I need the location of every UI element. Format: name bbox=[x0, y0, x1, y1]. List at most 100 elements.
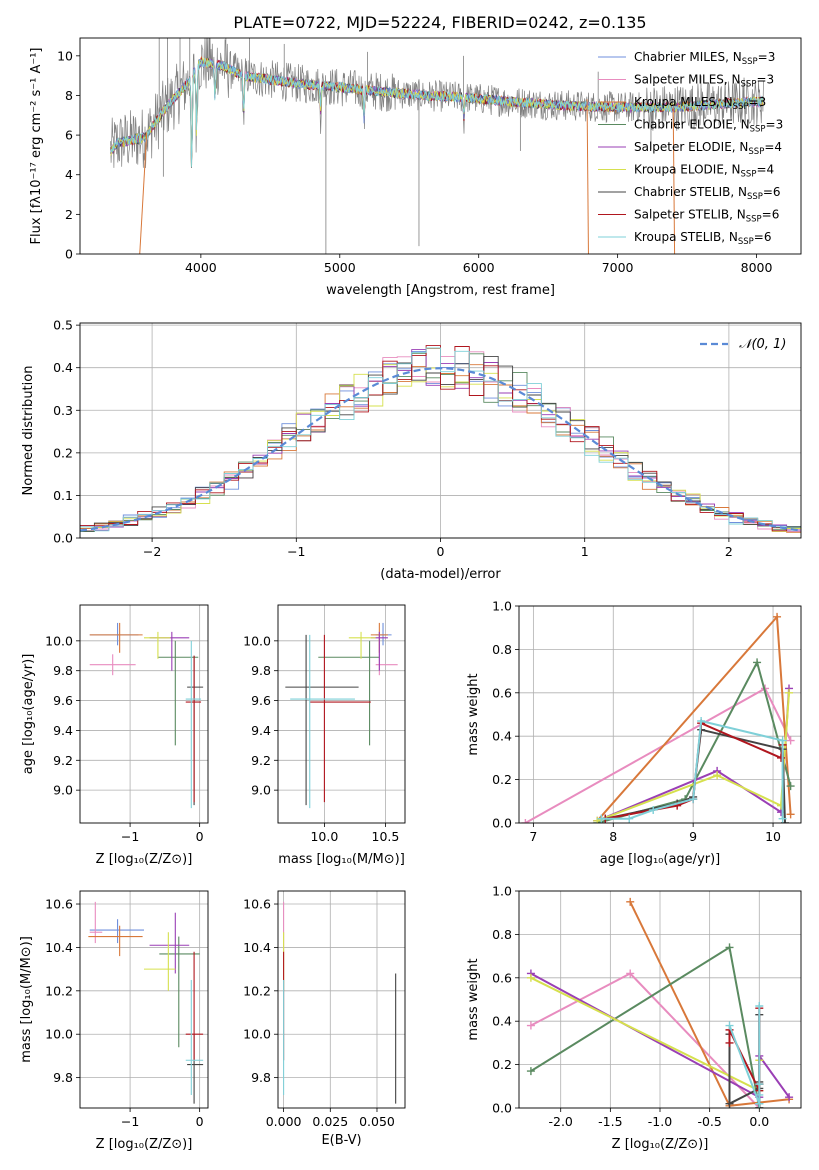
x-tick-label: 10 bbox=[765, 829, 781, 844]
y-tick-label: 0.2 bbox=[492, 1057, 512, 1072]
y-tick-label: 6 bbox=[65, 128, 73, 143]
legend-label: Chabrier STELIB, NSSP=6 bbox=[634, 185, 781, 202]
y-tick-label: 0.6 bbox=[492, 685, 512, 700]
weight-vs-age-panel: 7 8 9 10 0.0 0.2 0.4 0.6 0.8 1.0 age [log₁₀(age/yr… bbox=[466, 599, 802, 867]
y-tick-label: 0.8 bbox=[492, 642, 512, 657]
legend-tail: =3 bbox=[756, 73, 774, 87]
weight-line-chabrier-elodie bbox=[530, 945, 761, 1108]
weight-marker bbox=[753, 658, 762, 667]
weight-marker bbox=[697, 717, 706, 726]
legend-label: Salpeter MILES, NSSP=3 bbox=[634, 73, 774, 90]
y-tick-label: 9.8 bbox=[251, 1070, 271, 1085]
residuals-panel: −2 −1 0 1 2 0.0 0.1 0.2 0.3 0.4 0.5 (data-model)/er… bbox=[21, 318, 802, 582]
legend-text: Chabrier STELIB, N bbox=[634, 185, 747, 199]
weight-marker bbox=[786, 810, 795, 819]
y-tick-label: 10.4 bbox=[243, 940, 271, 955]
y-tick-label: 9.8 bbox=[251, 663, 271, 678]
grid-lines bbox=[278, 891, 405, 1108]
y-tick-label: 4 bbox=[65, 167, 73, 182]
normal-pdf-line bbox=[80, 367, 801, 532]
axes-frame bbox=[79, 604, 209, 824]
x-tick-label: −1 bbox=[287, 544, 305, 559]
weight-vs-metallicity-panel: -2.0 -1.5 -1.0 -0.5 0.0 0.0 0.2 0.4 0.6 0.8 1.0 Z [… bbox=[466, 884, 802, 1152]
x-tick-label: 5000 bbox=[324, 260, 356, 275]
weight-marker bbox=[597, 814, 606, 823]
legend-label: Kroupa ELODIE, NSSP=4 bbox=[634, 163, 774, 180]
weight-marker bbox=[725, 943, 734, 952]
x-tick-label: 6000 bbox=[463, 260, 495, 275]
axes-frame bbox=[79, 37, 802, 255]
y-tick-label: 10 bbox=[57, 48, 73, 63]
grid-lines bbox=[80, 605, 208, 823]
legend-text: Salpeter MILES, N bbox=[634, 73, 741, 87]
legend-tail: =6 bbox=[763, 185, 781, 199]
spectrum-panel: 4000 5000 6000 7000 8000 0 2 4 6 8 10 wavelength [A… bbox=[29, 37, 802, 298]
y-tick-label: 9.8 bbox=[53, 1070, 73, 1085]
x-axis-label: Z [log₁₀(Z/Z⊙)] bbox=[96, 1137, 193, 1152]
y-tick-label: 9.4 bbox=[53, 723, 73, 738]
x-tick-label: 4000 bbox=[185, 260, 217, 275]
legend-tail: =4 bbox=[764, 140, 782, 154]
legend-text: Kroupa MILES, N bbox=[634, 95, 733, 109]
plot-area bbox=[526, 897, 794, 1108]
x-tick-label: -1.5 bbox=[598, 1114, 622, 1129]
weight-line-kroupa-stelib bbox=[601, 719, 784, 820]
y-axis-label: Normed distribution bbox=[21, 366, 36, 496]
y-tick-label: 0.0 bbox=[492, 1101, 512, 1116]
y-tick-label: 1.0 bbox=[492, 599, 512, 614]
model-edge bbox=[586, 99, 589, 254]
x-tick-label: -2.0 bbox=[549, 1114, 573, 1129]
weight-marker bbox=[785, 688, 794, 697]
weight-line-salpeter-stelib bbox=[605, 721, 784, 820]
weight-marker bbox=[755, 1099, 764, 1108]
legend-subscript: SSP bbox=[733, 102, 749, 112]
weight-marker bbox=[755, 1090, 764, 1099]
weight-marker bbox=[781, 819, 790, 823]
weight-marker bbox=[777, 753, 786, 762]
weight-marker bbox=[786, 782, 795, 791]
y-tick-label: 10.4 bbox=[45, 940, 73, 955]
legend-text: Kroupa ELODIE, N bbox=[634, 163, 741, 177]
histogram-salpeter-stelib bbox=[80, 345, 801, 538]
plot-area bbox=[110, 38, 764, 254]
weight-marker bbox=[725, 1099, 734, 1108]
weight-marker bbox=[626, 897, 635, 906]
weight-marker bbox=[755, 1080, 764, 1089]
y-tick-label: 9.4 bbox=[251, 723, 271, 738]
y-tick-label: 9.2 bbox=[251, 753, 271, 768]
legend-label: Chabrier MILES, NSSP=3 bbox=[634, 50, 775, 67]
age-vs-mass-panel: 10.0 10.5 9.0 9.2 9.4 9.6 9.8 10.0 mass [log₁₀(M… bbox=[243, 604, 406, 867]
y-tick-label: 0.8 bbox=[492, 927, 512, 942]
weight-marker bbox=[521, 819, 530, 823]
legend-subscript: SSP bbox=[748, 147, 764, 157]
x-tick-label: -1.0 bbox=[648, 1114, 672, 1129]
x-tick-label: −2 bbox=[143, 544, 161, 559]
axes: 4000 5000 6000 7000 8000 0 2 4 6 8 10 wavelength [A… bbox=[29, 37, 802, 298]
plot-area bbox=[285, 622, 398, 809]
y-tick-label: 0 bbox=[65, 247, 73, 262]
y-tick-label: 10.2 bbox=[45, 983, 73, 998]
axes: −1 0 9.8 10.0 10.2 10.4 10.6 Z [log₁₀(Z/Z⊙)] mas… bbox=[19, 890, 209, 1152]
weight-line-salpeter-miles bbox=[524, 687, 792, 823]
legend-tail: =6 bbox=[762, 208, 780, 222]
x-axis-label: Z [log₁₀(Z/Z⊙)] bbox=[612, 1137, 709, 1152]
y-axis-label: mass weight bbox=[466, 958, 481, 1040]
y-tick-label: 0.4 bbox=[492, 1014, 512, 1029]
y-tick-label: 0.5 bbox=[53, 318, 73, 333]
axes-frame bbox=[518, 605, 802, 824]
y-axis-label: Flux [fλ10⁻¹⁷ erg cm⁻² s⁻¹ A⁻¹] bbox=[29, 48, 44, 245]
weight-marker bbox=[786, 736, 795, 745]
grid-lines bbox=[80, 891, 208, 1108]
mass-vs-metallicity-panel: −1 0 9.8 10.0 10.2 10.4 10.6 Z [log₁₀(Z/Z⊙)] mas… bbox=[19, 890, 209, 1152]
legend-text: Salpeter STELIB, N bbox=[634, 208, 746, 222]
axes: −2 −1 0 1 2 0.0 0.1 0.2 0.3 0.4 0.5 (data-model)/er… bbox=[21, 318, 802, 582]
y-tick-label: 0.0 bbox=[53, 531, 73, 546]
legend-tail: =3 bbox=[758, 50, 776, 64]
weight-marker bbox=[773, 612, 782, 621]
y-tick-label: 10.0 bbox=[45, 1027, 73, 1042]
y-tick-label: 10.0 bbox=[243, 633, 271, 648]
legend-subscript: SSP bbox=[747, 192, 763, 202]
weight-marker bbox=[725, 1038, 734, 1047]
y-tick-label: 0.0 bbox=[492, 816, 512, 831]
